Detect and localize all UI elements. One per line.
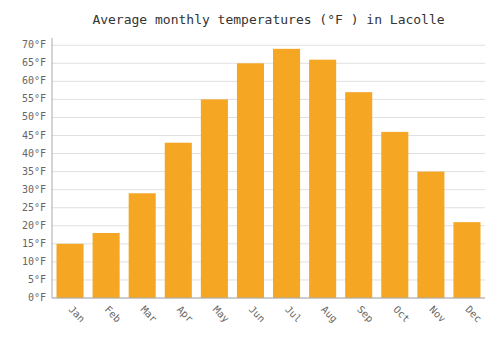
y-tick-labels: 0°F 5°F 10°F 15°F 20°F 25°F 30°F 35°F 40°F 45°F 50… (22, 39, 46, 303)
y-tick-label: 0°F (28, 292, 46, 303)
x-tick-label: Jun (247, 304, 268, 325)
x-tick-label: Jul (283, 304, 304, 325)
grid-line (52, 99, 485, 100)
grid-line (52, 45, 485, 46)
bars (57, 49, 481, 298)
y-tick-label: 70°F (22, 39, 46, 50)
x-axis-line (52, 298, 485, 299)
bar (93, 233, 120, 298)
grid-line (52, 153, 485, 154)
grid-line (52, 81, 485, 82)
y-grid (52, 45, 485, 298)
grid-line (52, 63, 485, 64)
y-tick-label: 50°F (22, 111, 46, 122)
bar (417, 172, 444, 298)
y-tick-label: 5°F (28, 274, 46, 285)
y-axis-line (52, 38, 53, 298)
y-tick-label: 45°F (22, 130, 46, 141)
y-tick-label: 15°F (22, 238, 46, 249)
chart-container: 0°F 5°F 10°F 15°F 20°F 25°F 30°F 35°F 40°F 45°F 50… (0, 0, 500, 350)
chart: 0°F 5°F 10°F 15°F 20°F 25°F 30°F 35°F 40°F 45°F 50… (0, 0, 500, 350)
x-tick-label: Mar (139, 304, 160, 325)
x-tick-label: Apr (175, 304, 196, 325)
y-tick-label: 60°F (22, 75, 46, 86)
bar (381, 132, 408, 298)
bar (201, 99, 228, 298)
x-tick-label: Feb (103, 304, 124, 325)
y-tick-label: 10°F (22, 256, 46, 267)
y-tick-label: 20°F (22, 220, 46, 231)
title: Average monthly temperatures (°F ) in La… (92, 12, 444, 27)
grid-line (52, 135, 485, 136)
x-tick-label: Jan (67, 304, 88, 325)
bar (309, 60, 336, 298)
y-tick-label: 65°F (22, 57, 46, 68)
grid-line (52, 298, 485, 299)
bar (57, 244, 84, 298)
y-tick-label: 25°F (22, 202, 46, 213)
y-tick-label: 55°F (22, 93, 46, 104)
x-tick-label: Dec (463, 304, 484, 325)
x-tick-label: Sep (355, 304, 376, 325)
y-tick-label: 30°F (22, 184, 46, 195)
x-tick-labels: Jan Feb Mar Apr May Jun Jul Aug Sep Oct Nov Dec (67, 304, 484, 325)
bar (165, 143, 192, 298)
x-tick-label: May (211, 304, 232, 325)
bar (273, 49, 300, 298)
x-tick-label: Oct (391, 304, 412, 325)
y-tick-label: 40°F (22, 148, 46, 159)
x-tick-label: Nov (427, 304, 448, 325)
y-tick-label: 35°F (22, 166, 46, 177)
bar (345, 92, 372, 298)
x-tick-label: Aug (319, 304, 340, 325)
bar (453, 222, 480, 298)
grid-line (52, 117, 485, 118)
bar (237, 63, 264, 298)
bar (129, 193, 156, 298)
